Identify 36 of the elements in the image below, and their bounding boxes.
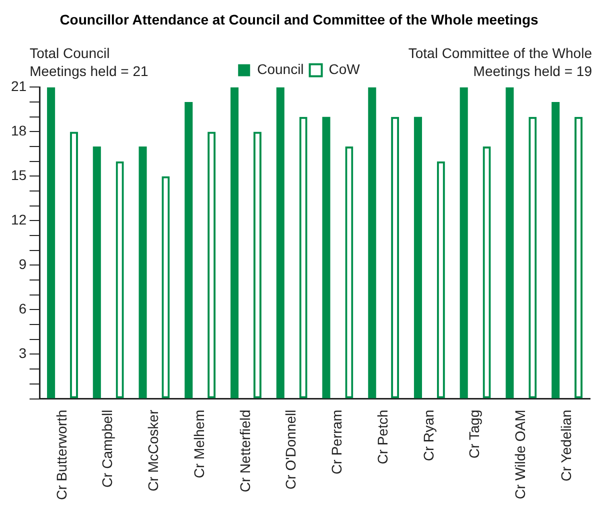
y-tick-label: 9 [18, 256, 27, 272]
bar [230, 87, 239, 398]
bar [506, 87, 514, 398]
y-tick-label: 15 [10, 167, 27, 184]
x-tick-label: Cr Tagg [466, 410, 482, 459]
text: Total Committee of the Whole Meetings held = 19 [408, 45, 592, 80]
legend-label: Council [257, 61, 304, 78]
text: Total Council Meetings held = 21 [30, 45, 148, 80]
x-tick-label: Cr Butterworth [53, 410, 70, 500]
x-tick-label: Cr Netterfield [236, 410, 253, 492]
chart-title: Councillor Attendance at Council and Committee of the Whole meetings [60, 11, 539, 28]
x-tick-label: Cr Petch [374, 410, 390, 464]
x-tick-label: Cr Yedelian [558, 410, 574, 482]
x-tick-label: Cr Wilde OAM [512, 410, 528, 500]
legend-label: CoW [328, 61, 361, 78]
x-tick-label: Cr Perram [328, 410, 345, 474]
y-tick-label: 12 [10, 212, 27, 228]
x-tick-label: Cr O'Donnell [282, 410, 299, 490]
bar [322, 116, 330, 398]
y-tick-label: 6 [18, 300, 27, 317]
y-tick-label: 21 [10, 78, 27, 94]
y-tick-label: 18 [10, 122, 27, 139]
x-tick-label: Cr Campbell [99, 410, 116, 488]
bar [47, 87, 56, 398]
x-tick-label: Cr Ryan [420, 410, 436, 462]
bar [414, 116, 422, 398]
bar [460, 87, 468, 398]
bar [276, 87, 284, 398]
y-tick-label: 3 [18, 345, 27, 362]
bar [92, 146, 101, 398]
bar [368, 87, 376, 398]
x-tick-label: Cr Melhem [190, 410, 207, 478]
x-tick-label: Cr McCosker [145, 409, 162, 492]
bar [552, 102, 560, 398]
bar [138, 146, 147, 398]
bar [184, 102, 193, 398]
